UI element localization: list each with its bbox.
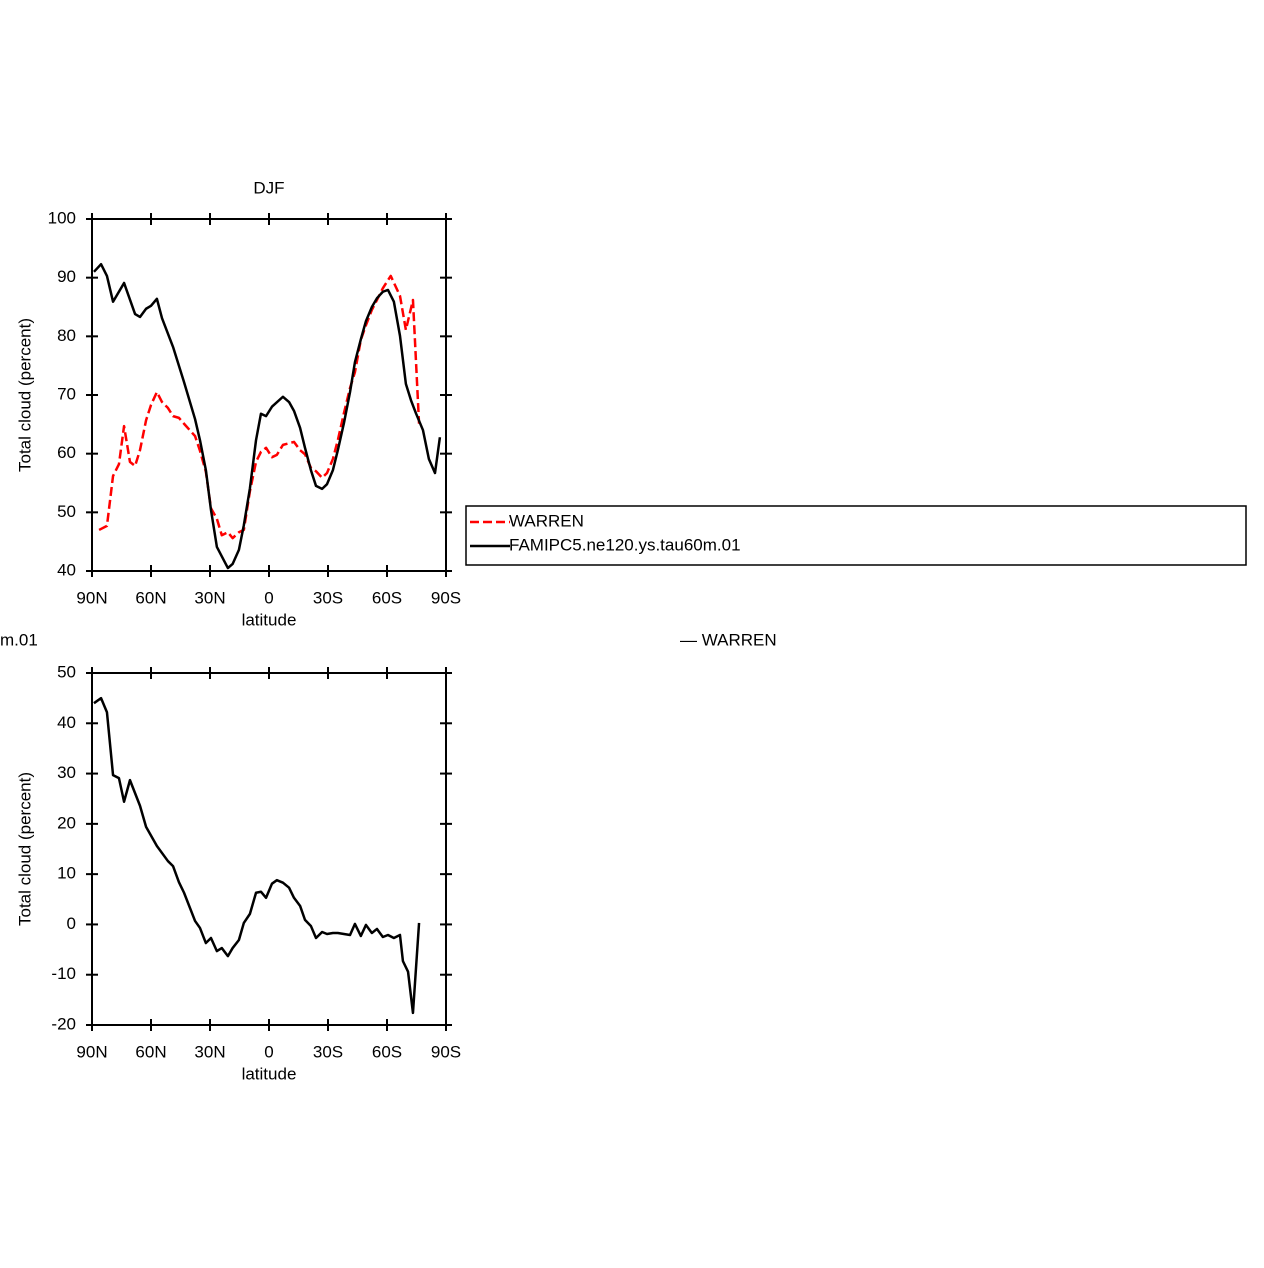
y-axis-label: Total cloud (percent) xyxy=(15,318,34,472)
y-tick-label: 60 xyxy=(57,443,76,462)
x-axis-label: latitude xyxy=(242,1064,297,1083)
y-tick-label: 40 xyxy=(57,560,76,579)
y-tick-label: -20 xyxy=(51,1014,76,1033)
x-tick-label: 30S xyxy=(313,588,343,607)
y-tick-label: 100 xyxy=(48,208,76,227)
x-tick-label: 90N xyxy=(76,588,107,607)
series-line xyxy=(98,274,421,540)
x-axis-label: latitude xyxy=(242,610,297,629)
legend-box xyxy=(465,505,1247,566)
x-tick-label: 60S xyxy=(372,588,402,607)
y-tick-label: -10 xyxy=(51,964,76,983)
series-line xyxy=(93,262,442,570)
y-tick-label: 20 xyxy=(57,813,76,832)
x-tick-label: 60N xyxy=(135,588,166,607)
y-tick-label: 30 xyxy=(57,763,76,782)
x-tick-label: 30N xyxy=(194,1042,225,1061)
y-axis-label: Total cloud (percent) xyxy=(15,772,34,926)
y-tick-label: 80 xyxy=(57,326,76,345)
y-tick-label: 0 xyxy=(67,914,76,933)
y-tick-label: 90 xyxy=(57,267,76,286)
y-tick-label: 50 xyxy=(57,662,76,681)
x-tick-label: 90N xyxy=(76,1042,107,1061)
x-tick-label: 90S xyxy=(431,588,461,607)
legend: WARREN FAMIPC5.ne120.ys.tau60m.01 xyxy=(465,505,1247,566)
plot-frame xyxy=(91,218,447,572)
legend-label: FAMIPC5.ne120.ys.tau60m.01 xyxy=(509,535,741,554)
x-tick-label: 30S xyxy=(313,1042,343,1061)
x-tick-label: 0 xyxy=(264,588,273,607)
x-tick-label: 60N xyxy=(135,1042,166,1061)
series-line xyxy=(93,696,421,1015)
legend-label: WARREN xyxy=(509,511,584,530)
chart-title: DJF xyxy=(253,178,284,197)
y-tick-label: 50 xyxy=(57,502,76,521)
annotation: m.01 xyxy=(0,630,38,649)
x-tick-label: 60S xyxy=(372,1042,402,1061)
y-tick-label: 40 xyxy=(57,713,76,732)
annotation: — WARREN xyxy=(680,630,777,649)
plot-frame xyxy=(91,672,447,1026)
x-tick-label: 90S xyxy=(431,1042,461,1061)
x-tick-label: 30N xyxy=(194,588,225,607)
y-tick-label: 70 xyxy=(57,384,76,403)
x-tick-label: 0 xyxy=(264,1042,273,1061)
y-tick-label: 10 xyxy=(57,864,76,883)
